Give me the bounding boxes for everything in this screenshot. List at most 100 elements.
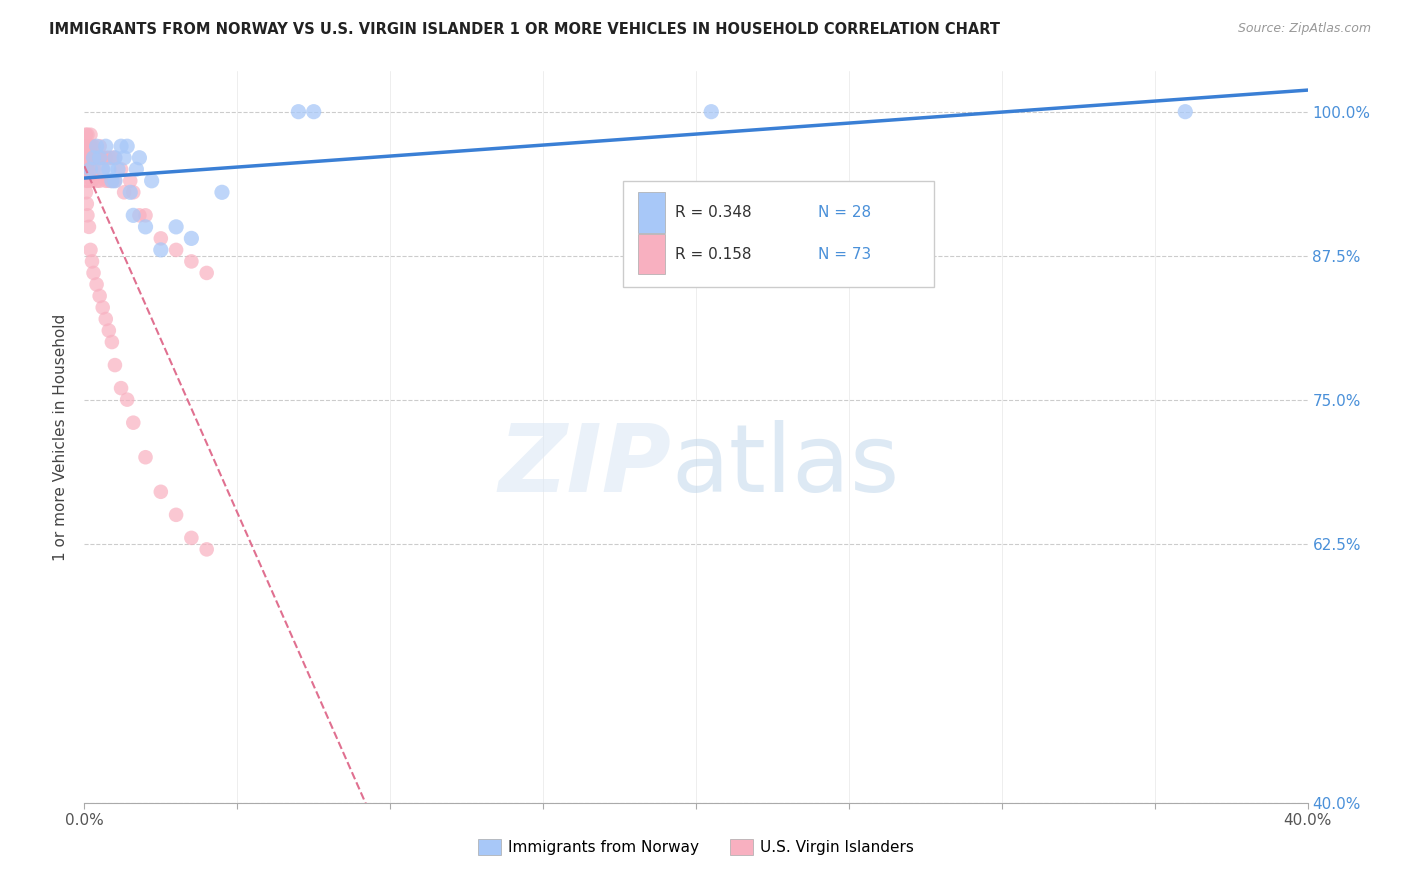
Point	[79, 139, 101, 153]
FancyBboxPatch shape	[638, 234, 665, 275]
Point	[149, 484, 172, 499]
Point	[80, 139, 103, 153]
Point	[97, 324, 120, 338]
Point	[76, 162, 98, 177]
Point	[79, 162, 101, 177]
Y-axis label: 1 or more Vehicles in Household: 1 or more Vehicles in Household	[53, 313, 69, 561]
Point	[195, 542, 218, 557]
Point	[89, 139, 111, 153]
Point	[76, 208, 98, 222]
Point	[122, 208, 145, 222]
Point	[83, 151, 105, 165]
Point	[128, 208, 150, 222]
Point	[80, 174, 103, 188]
Point	[80, 254, 103, 268]
Point	[75, 186, 97, 200]
Point	[302, 104, 325, 119]
Text: N = 73: N = 73	[818, 247, 872, 261]
Point	[195, 266, 218, 280]
Point	[112, 151, 135, 165]
Point	[104, 174, 127, 188]
Point	[122, 416, 145, 430]
Point	[165, 219, 187, 234]
Point	[97, 162, 120, 177]
Point	[180, 531, 202, 545]
Text: IMMIGRANTS FROM NORWAY VS U.S. VIRGIN ISLANDER 1 OR MORE VEHICLES IN HOUSEHOLD C: IMMIGRANTS FROM NORWAY VS U.S. VIRGIN IS…	[49, 22, 1000, 37]
Point	[180, 254, 202, 268]
Point	[94, 174, 117, 188]
Point	[94, 139, 117, 153]
Point	[91, 162, 114, 177]
Point	[104, 151, 127, 165]
Point	[89, 289, 111, 303]
Point	[83, 151, 105, 165]
Point	[79, 151, 101, 165]
Text: R = 0.158: R = 0.158	[675, 247, 752, 261]
Point	[86, 277, 108, 292]
Point	[101, 334, 124, 349]
Point	[120, 174, 142, 188]
Point	[76, 174, 98, 188]
Point	[165, 243, 187, 257]
Point	[76, 197, 98, 211]
Point	[700, 104, 723, 119]
Point	[77, 219, 100, 234]
Point	[91, 151, 114, 165]
Point	[79, 243, 101, 257]
Point	[76, 139, 98, 153]
Point	[89, 151, 111, 165]
Point	[76, 151, 98, 165]
Point	[79, 128, 101, 142]
Point	[110, 381, 132, 395]
Legend: Immigrants from Norway, U.S. Virgin Islanders: Immigrants from Norway, U.S. Virgin Isla…	[471, 833, 921, 861]
Point	[76, 151, 98, 165]
Point	[141, 174, 163, 188]
Point	[83, 162, 105, 177]
Point	[76, 128, 98, 142]
Point	[86, 174, 108, 188]
Point	[91, 301, 114, 315]
Text: Source: ZipAtlas.com: Source: ZipAtlas.com	[1237, 22, 1371, 36]
Point	[77, 139, 100, 153]
Point	[115, 392, 138, 407]
Point	[89, 151, 111, 165]
Point	[94, 151, 117, 165]
Point	[79, 162, 101, 177]
Text: atlas: atlas	[672, 420, 900, 512]
Point	[287, 104, 309, 119]
Point	[135, 208, 157, 222]
Point	[125, 162, 148, 177]
Point	[83, 139, 105, 153]
Point	[97, 151, 120, 165]
Point	[104, 174, 127, 188]
Point	[104, 358, 127, 372]
Point	[115, 139, 138, 153]
Point	[104, 151, 127, 165]
Point	[83, 266, 105, 280]
Point	[128, 151, 150, 165]
Point	[97, 174, 120, 188]
Point	[86, 151, 108, 165]
Text: N = 28: N = 28	[818, 205, 872, 220]
Point	[94, 312, 117, 326]
Point	[75, 128, 97, 142]
Point	[112, 186, 135, 200]
Point	[101, 151, 124, 165]
FancyBboxPatch shape	[623, 181, 935, 287]
Point	[89, 174, 111, 188]
Point	[135, 450, 157, 465]
Point	[180, 231, 202, 245]
Point	[165, 508, 187, 522]
Point	[91, 162, 114, 177]
Point	[122, 186, 145, 200]
Point	[80, 151, 103, 165]
Point	[76, 139, 98, 153]
Point	[77, 151, 100, 165]
Point	[1174, 104, 1197, 119]
Point	[77, 162, 100, 177]
Point	[149, 231, 172, 245]
Text: R = 0.348: R = 0.348	[675, 205, 752, 220]
FancyBboxPatch shape	[638, 193, 665, 233]
Point	[120, 186, 142, 200]
Point	[76, 162, 98, 177]
